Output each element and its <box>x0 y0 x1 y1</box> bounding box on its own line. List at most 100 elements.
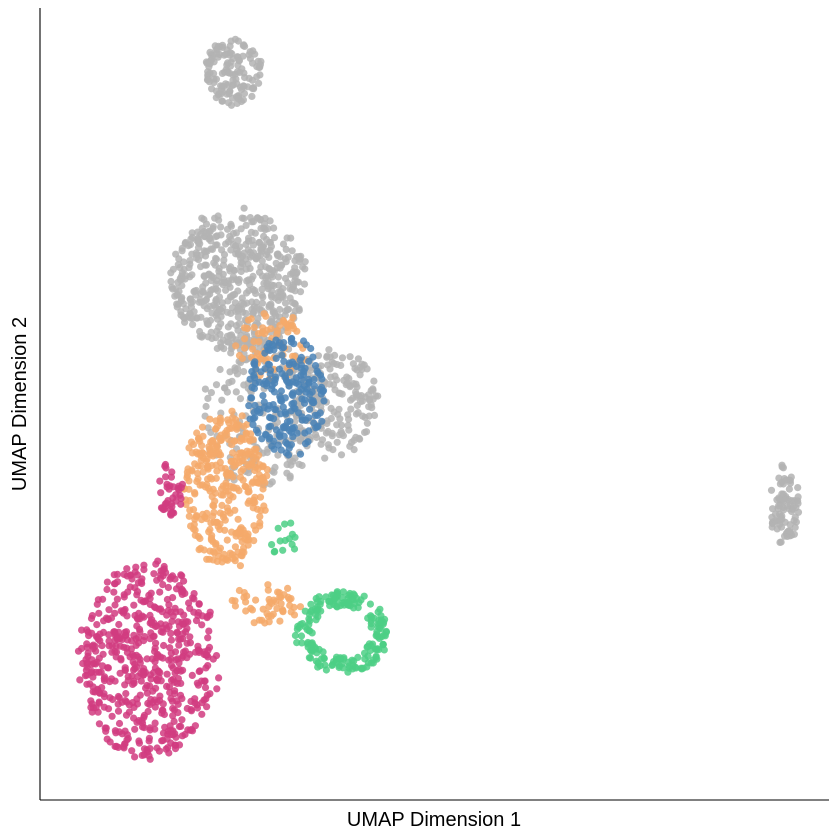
data-point <box>775 494 783 502</box>
data-point <box>331 372 339 380</box>
data-point <box>238 548 246 556</box>
data-point <box>273 604 281 613</box>
data-point <box>354 653 362 662</box>
data-point <box>372 653 380 662</box>
data-point <box>268 293 276 301</box>
data-point <box>129 680 137 689</box>
data-point <box>364 652 372 660</box>
data-point <box>345 426 353 434</box>
data-point <box>241 529 249 538</box>
data-point <box>379 640 387 649</box>
data-point <box>250 408 258 416</box>
data-point <box>258 285 266 293</box>
data-point <box>213 45 221 53</box>
data-point <box>182 305 190 313</box>
data-point <box>280 591 288 599</box>
data-point <box>267 242 275 250</box>
data-point <box>88 629 96 637</box>
data-point <box>156 477 164 485</box>
data-point <box>94 635 102 643</box>
data-point <box>284 305 293 313</box>
data-point <box>357 664 365 672</box>
data-point <box>791 523 799 532</box>
data-point <box>168 572 177 580</box>
data-point <box>159 628 167 636</box>
data-point <box>305 427 313 435</box>
data-point <box>202 229 210 237</box>
data-point <box>87 669 95 677</box>
data-point <box>228 377 236 385</box>
data-point <box>274 273 282 281</box>
data-point <box>226 87 234 95</box>
data-point <box>325 597 333 605</box>
data-point <box>132 641 140 650</box>
data-point <box>281 299 290 307</box>
data-point <box>227 263 235 271</box>
data-point <box>188 233 196 241</box>
data-point <box>170 678 178 686</box>
data-point <box>241 344 249 352</box>
data-point <box>183 639 191 647</box>
data-point <box>233 365 242 373</box>
data-point <box>317 402 325 411</box>
data-point <box>100 693 109 701</box>
data-point <box>252 596 260 604</box>
data-point <box>228 596 236 605</box>
data-point <box>298 416 306 424</box>
data-point <box>110 580 119 588</box>
data-point <box>352 390 360 399</box>
data-point <box>171 648 180 656</box>
data-point <box>791 513 799 521</box>
data-point <box>364 643 372 651</box>
data-point <box>195 667 203 676</box>
data-point <box>217 451 225 459</box>
data-point <box>188 671 196 680</box>
data-point <box>235 278 243 287</box>
data-point <box>239 260 247 268</box>
data-point <box>272 336 280 344</box>
data-point <box>210 69 218 78</box>
data-point <box>204 271 212 279</box>
data-point <box>227 37 235 45</box>
data-point <box>192 513 200 521</box>
data-point <box>287 519 295 527</box>
data-point <box>233 370 241 378</box>
data-point <box>256 513 264 521</box>
data-point <box>328 661 336 670</box>
data-point <box>243 324 251 332</box>
data-point <box>157 571 165 579</box>
points-layer <box>74 35 803 763</box>
data-point <box>311 605 320 613</box>
data-point <box>295 306 303 314</box>
data-point <box>146 611 154 620</box>
data-point <box>189 321 197 329</box>
data-point <box>777 538 785 546</box>
data-point <box>186 633 194 641</box>
data-point <box>169 265 177 273</box>
data-point <box>204 394 212 402</box>
data-point <box>250 619 258 627</box>
data-point <box>254 330 262 338</box>
data-point <box>167 277 175 286</box>
data-point <box>152 639 160 647</box>
data-point <box>297 632 306 640</box>
data-point <box>248 606 256 614</box>
data-point <box>288 400 296 408</box>
data-point <box>282 245 290 253</box>
data-point <box>240 204 248 212</box>
data-point <box>324 441 332 449</box>
data-point <box>309 399 317 407</box>
data-point <box>289 352 297 360</box>
data-point <box>147 695 155 704</box>
data-point <box>235 57 243 65</box>
data-point <box>197 313 205 321</box>
data-point <box>143 681 151 690</box>
data-point <box>277 387 285 395</box>
data-point <box>256 409 264 417</box>
data-point <box>144 707 152 716</box>
data-point <box>241 535 249 543</box>
data-point <box>177 667 185 675</box>
data-point <box>198 423 207 431</box>
data-point <box>276 617 284 625</box>
data-point <box>186 604 194 613</box>
